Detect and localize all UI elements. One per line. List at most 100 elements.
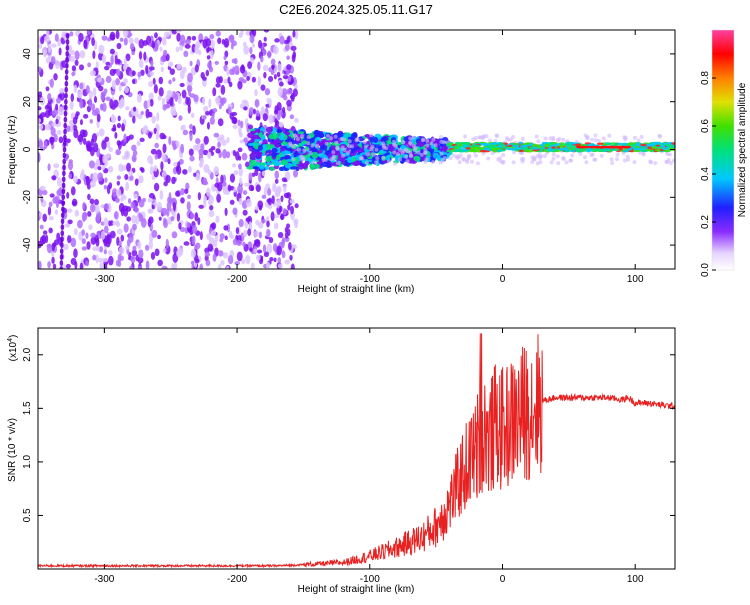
spectrogram-cell	[273, 73, 277, 80]
spectrogram-cell	[96, 246, 100, 252]
spectrogram-cell	[202, 76, 207, 81]
spectrogram-cell	[73, 128, 79, 139]
spectrogram-cell	[313, 129, 320, 136]
spectrogram-cell	[266, 243, 273, 254]
x-tick-label: -100	[360, 274, 380, 285]
spectrogram-cell	[41, 234, 47, 245]
spectrogram-cell	[557, 136, 562, 141]
snr-y-multiplier: (x104)	[7, 335, 19, 362]
spectrogram-cell	[340, 145, 345, 150]
spectrogram-cell	[95, 214, 101, 224]
spectrogram-cell	[352, 142, 358, 147]
spectrogram-cell	[57, 106, 64, 116]
spectrogram-cell	[190, 112, 195, 118]
spectrogram-cell	[423, 150, 428, 155]
spectrogram-cell	[630, 143, 637, 147]
spectrogram-cell	[542, 153, 547, 158]
spectrogram-cell	[176, 212, 181, 222]
spectrogram-cell	[111, 188, 118, 198]
spectrogram-cell	[286, 158, 292, 163]
spectrogram-cell	[172, 111, 178, 116]
spectrogram-cell	[117, 253, 122, 263]
spectrogram-cell	[242, 209, 248, 216]
spectrogram-cell	[116, 42, 122, 50]
spectrogram-cell	[586, 149, 591, 153]
x-tick-label: -100	[360, 574, 380, 585]
spectrogram-cell	[248, 221, 252, 230]
spectrogram-cell	[206, 187, 211, 197]
spectrogram-cell	[267, 50, 272, 59]
spectrogram-cell	[385, 154, 391, 161]
spectrogram-cell	[632, 149, 641, 153]
spectrogram-cell	[569, 149, 576, 153]
spectrogram-cell	[267, 75, 274, 82]
spectrogram-cell	[419, 152, 424, 157]
spectrogram-cell	[229, 199, 235, 205]
spectrogram-cell	[551, 146, 556, 149]
spectrogram-cell	[125, 106, 130, 111]
spectrogram-cell	[154, 32, 158, 39]
spectrogram-cell	[151, 229, 158, 238]
spectrogram-cell	[47, 206, 52, 216]
spectrogram-cell	[75, 111, 80, 117]
spectrogram-cell	[539, 148, 544, 151]
spectrogram-cell	[261, 170, 266, 177]
spectrogram-cell	[109, 31, 116, 41]
spectrogram-cell	[575, 149, 581, 153]
spectrogram-cell	[42, 230, 48, 235]
spectrogram-cell	[215, 83, 221, 88]
spectrogram-cell	[287, 75, 292, 82]
spectrogram-cell	[77, 134, 84, 143]
spectrogram-cell	[225, 190, 230, 196]
spectrogram-cell	[474, 147, 481, 150]
spectrogram-cell	[134, 37, 139, 44]
spectrogram-cell	[442, 156, 447, 161]
spectrogram-cell	[510, 142, 516, 146]
spectrogram-cell	[109, 230, 116, 239]
spectrogram-cell	[463, 134, 468, 139]
y-tick-label: -40	[22, 237, 33, 252]
spectrogram-cell	[199, 231, 203, 241]
spectrogram-cell	[640, 143, 647, 147]
spectrogram-cell	[175, 46, 180, 53]
y-tick-label: -20	[22, 190, 33, 205]
spectrogram-y-ticks: 40 20 0 -20 -40	[22, 48, 675, 252]
spectrogram-cell	[104, 136, 110, 143]
spectrogram-cell	[53, 163, 60, 169]
spectrogram-cell	[240, 30, 244, 36]
spectrogram-cell	[257, 76, 262, 87]
spectrogram-cell	[425, 143, 430, 148]
spectrogram-cell	[205, 69, 210, 77]
spectrogram-cell	[162, 36, 167, 46]
spectrogram-cell	[393, 161, 398, 166]
spectrogram-cell	[105, 61, 111, 66]
spectrogram-cell	[70, 237, 77, 248]
spectrogram-cell	[281, 88, 288, 97]
spectrogram-cell	[147, 197, 153, 203]
spectrogram-cell	[404, 155, 409, 160]
spectrogram-cell	[256, 152, 262, 159]
spectrogram-cell	[276, 101, 282, 111]
spectrogram-cell	[534, 134, 539, 139]
spectrogram-cell	[77, 90, 83, 99]
spectrogram-cell	[177, 95, 182, 105]
spectrogram-cell	[243, 106, 248, 111]
spectrogram-cell	[182, 129, 189, 136]
colorbar	[711, 29, 735, 271]
spectrogram-cell	[551, 149, 557, 152]
spectrogram-cell	[240, 64, 245, 71]
spectrogram-cell	[51, 242, 55, 252]
spectrogram-cell	[213, 166, 220, 176]
spectrogram-cell	[596, 142, 604, 145]
spectrogram-cell	[328, 136, 333, 141]
spectrogram-cell	[224, 235, 228, 241]
spectrogram-cell	[265, 126, 273, 133]
spectrogram-cell	[57, 39, 61, 47]
spectrogram-cell	[121, 164, 127, 171]
spectrogram-cell	[51, 96, 55, 105]
spectrogram-cell	[53, 73, 58, 81]
spectrogram-cell	[65, 62, 69, 69]
spectrogram-cell	[97, 172, 104, 182]
spectrogram-cell	[83, 39, 88, 49]
spectrogram-cell	[222, 149, 228, 159]
